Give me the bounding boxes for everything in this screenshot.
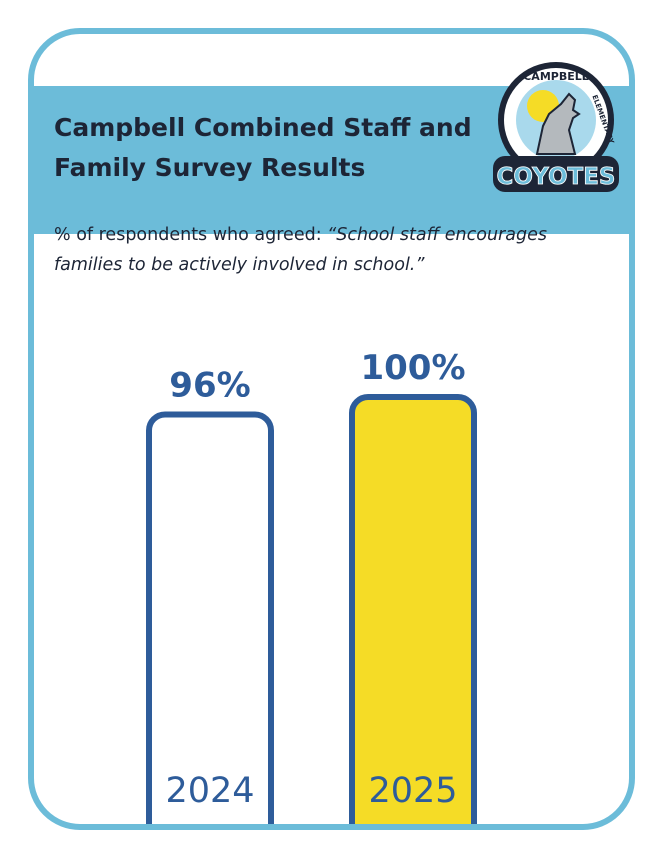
value-label-2025: 100% bbox=[360, 348, 465, 388]
value-label-2024: 96% bbox=[169, 365, 250, 405]
chart-subtitle: % of respondents who agreed: “School sta… bbox=[54, 220, 614, 280]
survey-card: Campbell Combined Staff and Family Surve… bbox=[28, 28, 635, 830]
category-label-2024: 2024 bbox=[165, 771, 254, 811]
subtitle-quote: “School staff encourages families to be … bbox=[54, 225, 547, 275]
logo-bottom-text: COYOTES bbox=[497, 164, 616, 190]
subtitle-prefix: % of respondents who agreed: bbox=[54, 225, 328, 245]
bar-2024 bbox=[146, 411, 274, 824]
bar-chart: 96% 2024 100% 2025 bbox=[146, 348, 477, 824]
coyotes-logo: CAMPBELL ELEMENTARY COYOTES bbox=[493, 62, 619, 192]
logo-top-text: CAMPBELL bbox=[523, 70, 589, 83]
page-title: Campbell Combined Staff and Family Surve… bbox=[54, 113, 472, 182]
category-label-2025: 2025 bbox=[368, 771, 457, 811]
bar-2025 bbox=[349, 394, 477, 824]
